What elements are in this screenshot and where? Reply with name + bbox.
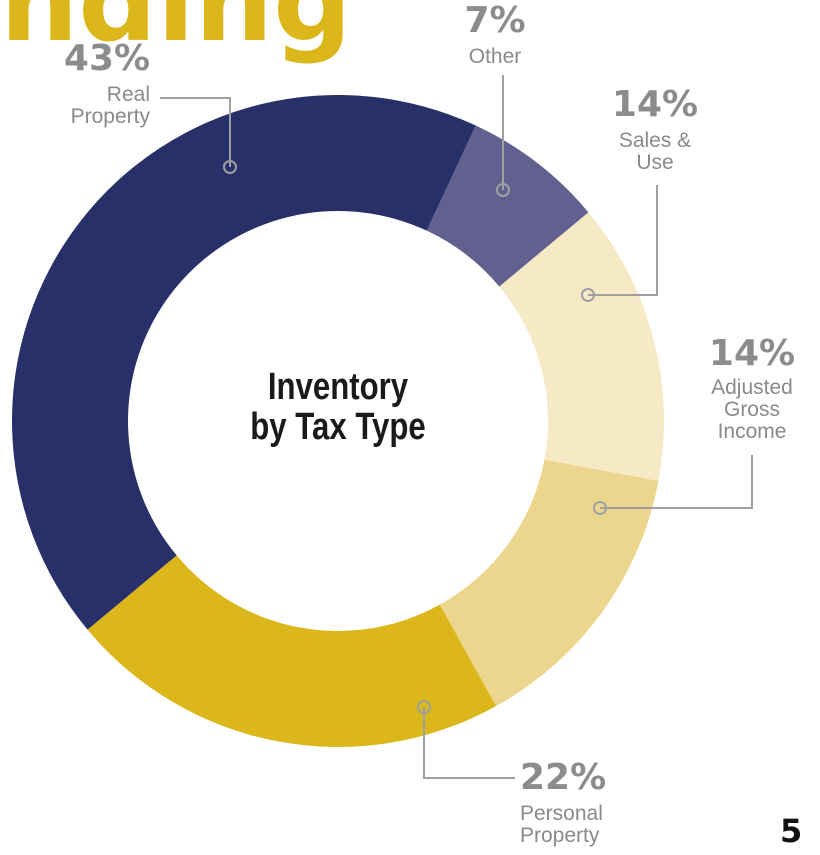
- donut-segment: [439, 459, 659, 707]
- leader-line: [423, 707, 515, 779]
- leader-line: [160, 97, 231, 167]
- leader-dot: [417, 700, 431, 714]
- leader-line: [588, 185, 658, 296]
- leader-dot: [223, 160, 237, 174]
- value-label: 7%: [464, 0, 526, 41]
- category-label: Personal Property: [520, 802, 603, 848]
- page-number: 5: [780, 812, 803, 850]
- page-title: nding: [0, 0, 352, 66]
- category-label: Real Property: [70, 83, 150, 129]
- category-label: Adjusted Gross Income: [711, 376, 793, 444]
- donut-segment: [426, 125, 589, 287]
- value-label: 22%: [520, 757, 607, 798]
- center-line: Inventory: [267, 366, 409, 408]
- leader-dot: [593, 501, 607, 515]
- center-line: by Tax Type: [250, 405, 426, 448]
- category-label: Sales & Use: [618, 129, 692, 175]
- donut-segment: [11, 94, 476, 630]
- donut-segment: [87, 555, 497, 748]
- leader-line: [600, 455, 753, 509]
- center-label: Inventory by Tax Type: [215, 366, 461, 448]
- value-label: 43%: [63, 38, 151, 79]
- leader-dot: [496, 183, 510, 197]
- value-label: 14%: [611, 84, 699, 125]
- category-label: Other: [468, 45, 522, 68]
- donut-segment: [499, 212, 665, 481]
- leader-dot: [581, 288, 595, 302]
- value-label: 14%: [708, 333, 796, 374]
